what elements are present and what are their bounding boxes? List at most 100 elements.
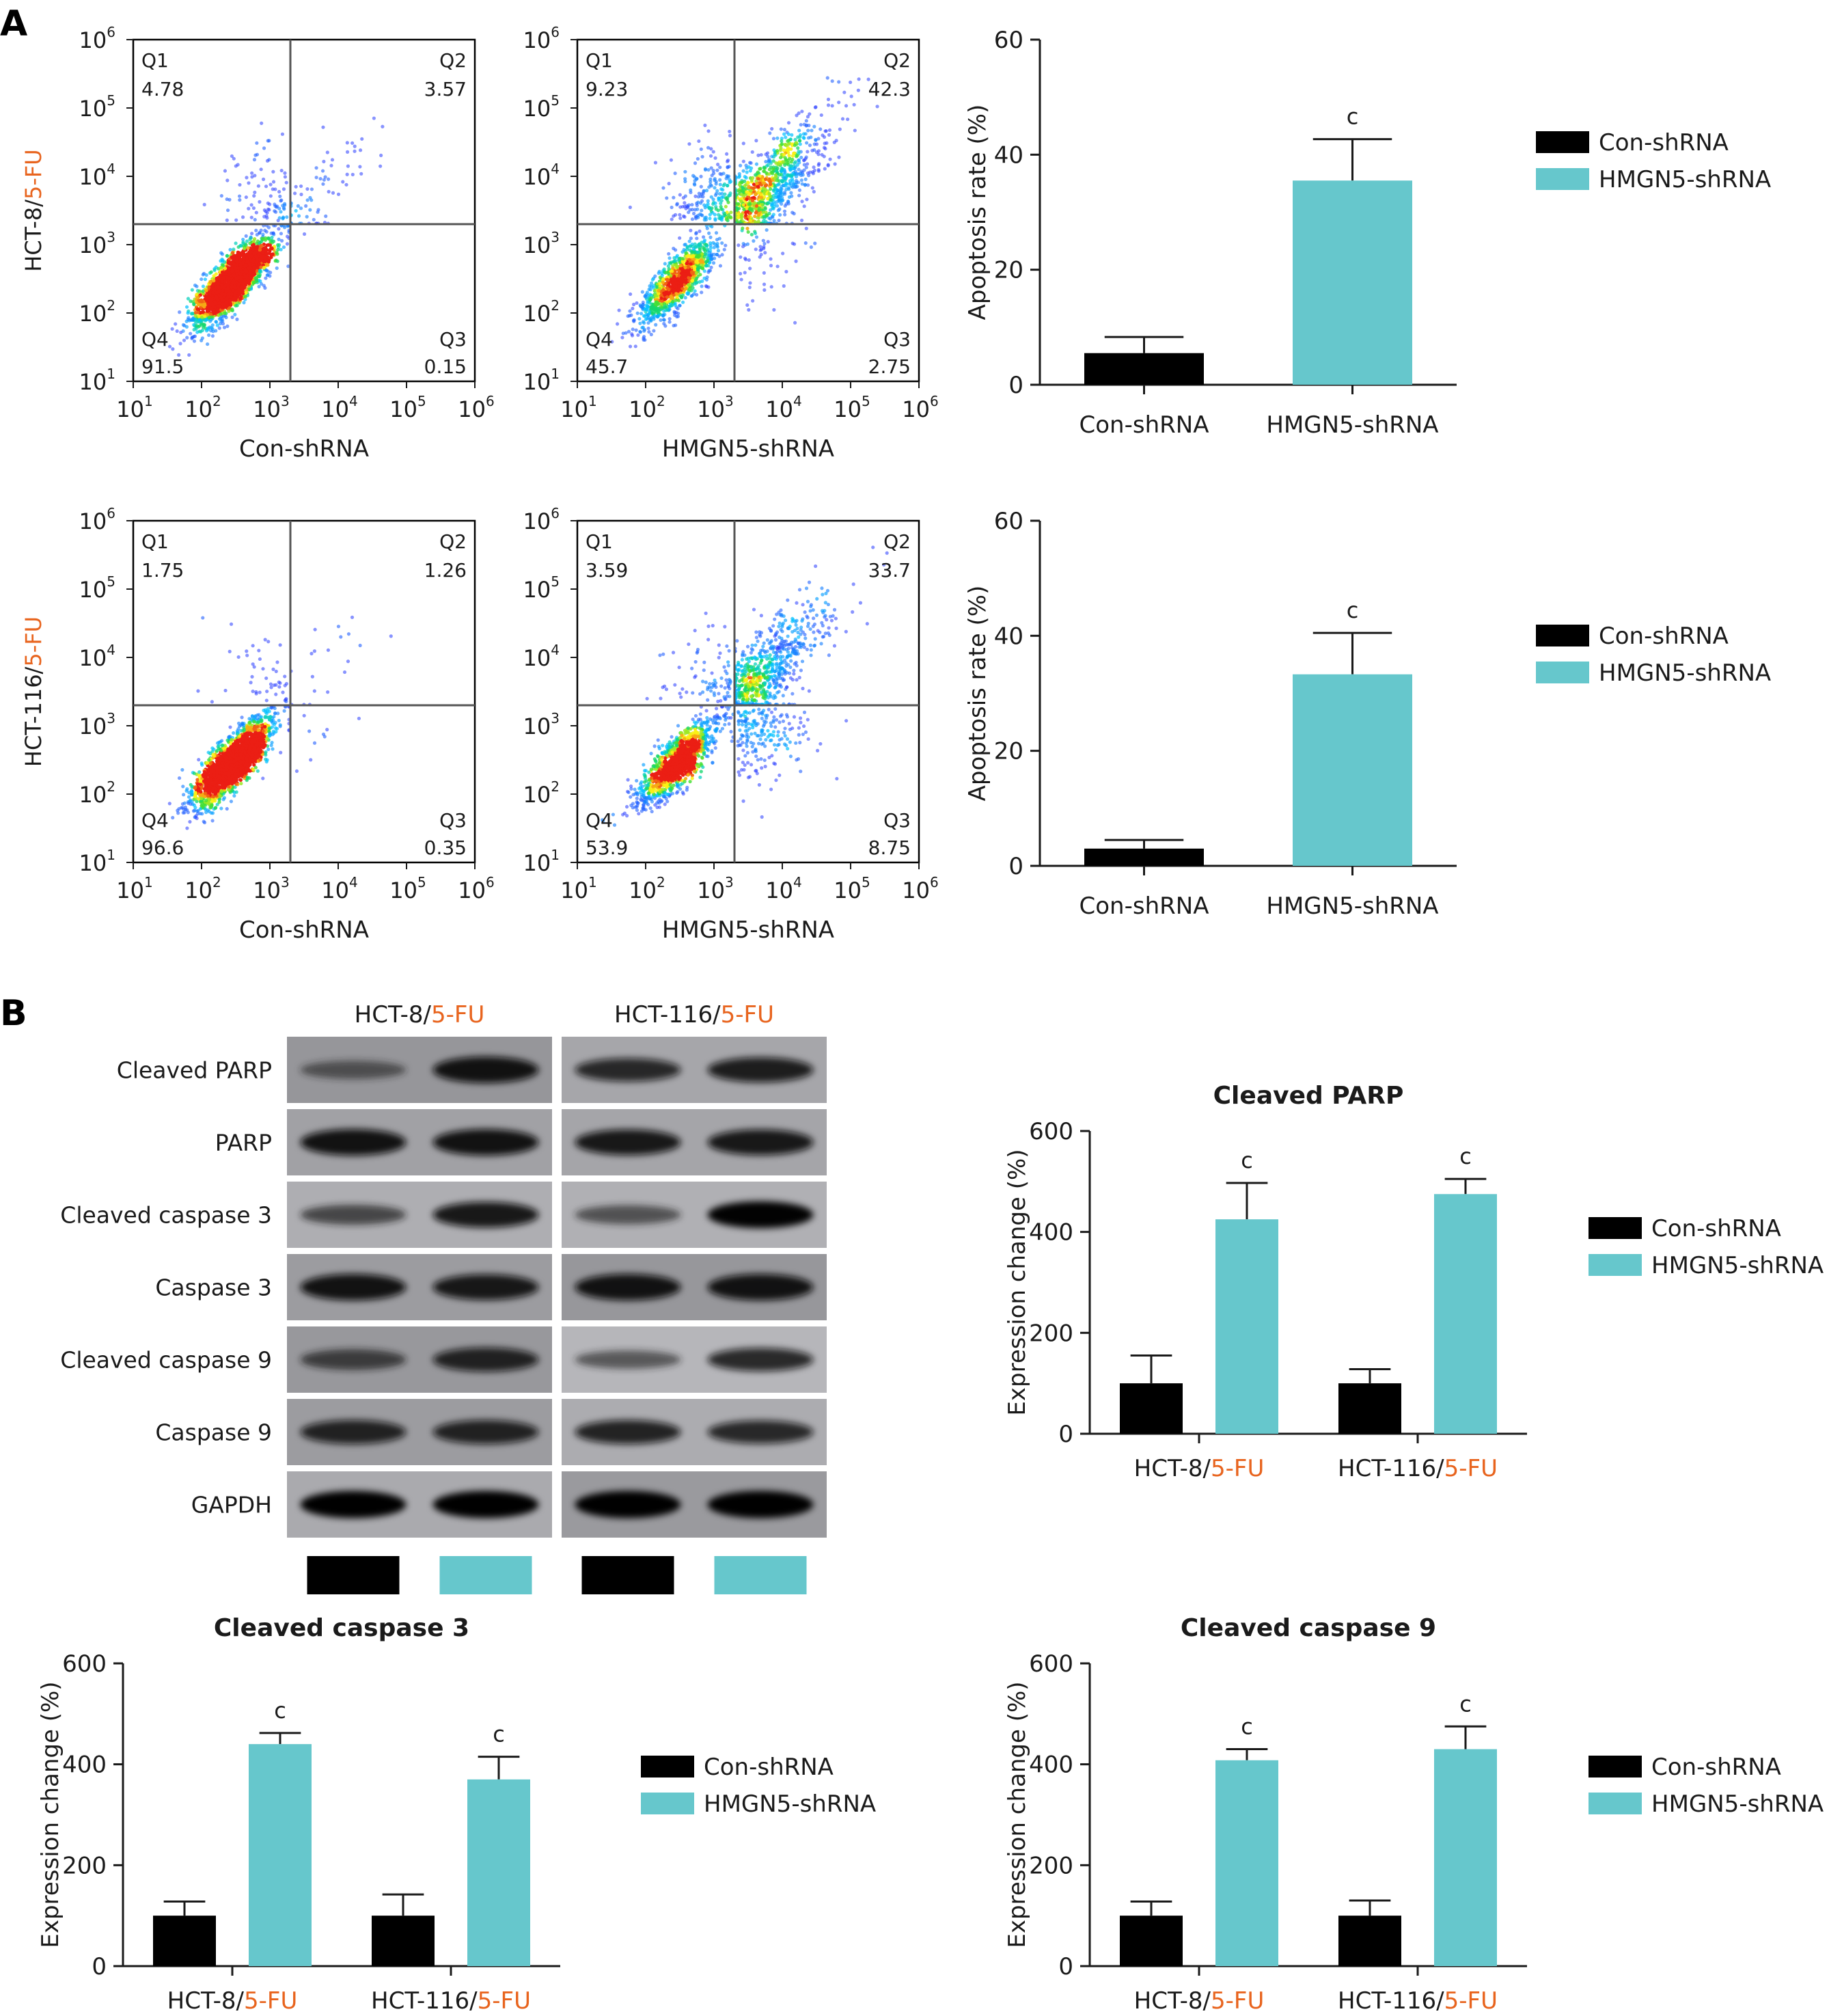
flow-dot [242, 301, 246, 305]
flow-dot [840, 117, 845, 121]
flow-dot [258, 200, 262, 204]
flow-dot [844, 104, 849, 108]
flow-dot [271, 169, 275, 174]
flow-dot [305, 198, 310, 202]
flow-dot [236, 250, 240, 254]
flow-dot [769, 182, 773, 187]
flow-dot [235, 317, 239, 321]
flow-dot [780, 185, 784, 189]
flow-dot [792, 242, 797, 246]
flow-dot [747, 202, 751, 206]
flow-dot [772, 308, 776, 312]
flow-dot [837, 155, 841, 159]
flow-dot [325, 150, 329, 154]
flow-dot [251, 243, 256, 247]
flow-dot [242, 257, 246, 261]
flow-dot [234, 241, 238, 245]
flow-dot [249, 235, 253, 239]
flow-dot [709, 265, 713, 269]
flow-dot [259, 270, 263, 274]
flow-dot [718, 178, 722, 182]
flow-dot [799, 218, 804, 223]
flow-dot [703, 167, 708, 172]
flow-dot [762, 282, 767, 286]
flow-dot [674, 323, 678, 327]
flow-dot [629, 292, 633, 297]
quadrant-value-q3: 2.75 [868, 355, 911, 378]
y-tick-label: 101 [79, 366, 115, 395]
flow-dot [638, 321, 642, 325]
flow-dot [690, 217, 695, 221]
flow-dot [739, 255, 743, 259]
flow-dot [270, 246, 274, 251]
flow-dot [672, 195, 676, 200]
flow-dot [239, 295, 243, 299]
x-tick-label: 101 [560, 393, 596, 422]
flow-dot [799, 155, 803, 160]
flow-dot [752, 239, 756, 243]
flow-dot [320, 169, 325, 173]
flow-dot [773, 195, 778, 200]
flow-dot [666, 278, 670, 282]
flow-dot [707, 206, 711, 210]
flow-dot [715, 245, 719, 249]
flow-dot [220, 252, 225, 256]
flow-dot [225, 178, 230, 182]
flow-dot [803, 241, 808, 245]
flow-dot [718, 172, 722, 176]
flow-dot [246, 246, 250, 250]
flow-dot [718, 264, 723, 268]
flow-dot [264, 276, 268, 280]
flow-dot [256, 245, 260, 249]
flow-dot [248, 262, 252, 267]
flow-dot [736, 202, 740, 206]
flow-dot [635, 301, 639, 305]
flow-dot [762, 242, 767, 246]
flow-dot [726, 165, 730, 169]
flow-dot [739, 200, 743, 204]
flow-dot [254, 254, 258, 258]
flow-dot [251, 269, 256, 273]
flow-dot [631, 302, 636, 307]
y-tick-label: 104 [79, 161, 115, 190]
flow-dot [769, 197, 773, 202]
flow-dot [237, 194, 242, 198]
flow-dot [655, 308, 659, 312]
flow-dot [266, 236, 271, 241]
flow-dot [826, 97, 831, 102]
flow-dot [192, 772, 196, 776]
flow-dot [696, 207, 700, 211]
flow-dot [231, 288, 235, 293]
flow-dot [285, 215, 289, 219]
flow-dot [778, 213, 782, 217]
flow-dot [793, 321, 797, 325]
flow-dot [713, 256, 717, 260]
flow-dot [299, 192, 303, 197]
quadrant-value-q3: 0.15 [424, 355, 467, 378]
flow-dot [657, 271, 661, 275]
flow-dot [208, 325, 212, 329]
flow-dot [738, 163, 743, 167]
flow-dot [245, 239, 249, 243]
flow-dot [243, 267, 247, 272]
flow-dot [803, 132, 808, 136]
flow-dot [187, 353, 191, 357]
flow-dot [265, 273, 269, 277]
flow-dot [721, 172, 726, 176]
flow-dot [259, 265, 263, 269]
flow-dot [826, 103, 831, 107]
flow-row-label-0: HCT-8/5-FU [20, 149, 46, 271]
flow-dot [207, 315, 212, 319]
flow-dot [650, 305, 654, 310]
flow-dot [201, 289, 205, 293]
flow-dot [788, 178, 793, 183]
flow-dot [296, 204, 300, 208]
flow-dot [718, 182, 722, 187]
flow-dot [675, 265, 679, 269]
flow-dot [253, 250, 258, 254]
flow-dot [852, 103, 856, 107]
flow-dot [336, 192, 341, 196]
flow-dot [271, 667, 275, 671]
flow-dot [185, 336, 189, 340]
